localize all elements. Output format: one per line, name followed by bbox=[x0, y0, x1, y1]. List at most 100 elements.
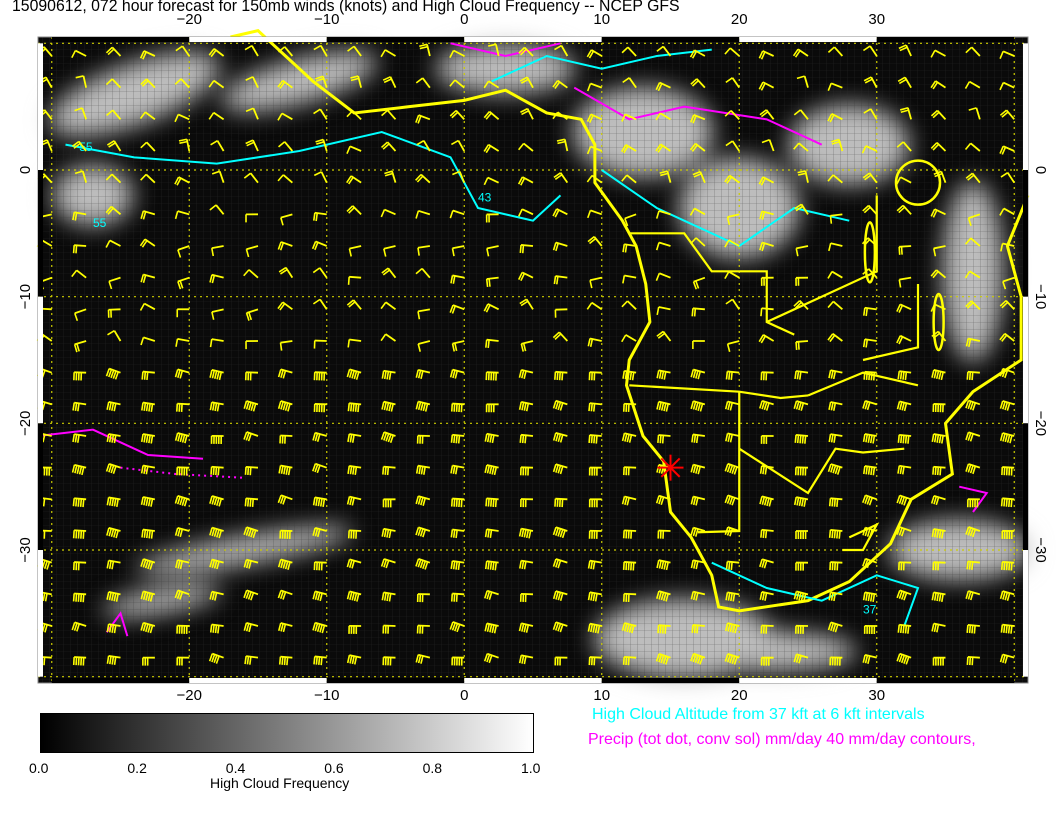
wind-barb bbox=[141, 401, 156, 413]
wind-barb bbox=[965, 300, 981, 310]
wind-barb bbox=[828, 528, 843, 539]
axis-ticks: −20 −20 −10 −10 0 0 10 10 20 20 30 30 0 0 −10 −10 −20 −20… bbox=[17, 11, 1049, 700]
wind-barb bbox=[828, 591, 843, 602]
wind-barb bbox=[999, 332, 1015, 342]
wind-barb bbox=[315, 138, 328, 152]
wind-barb bbox=[827, 333, 843, 343]
wind-barb bbox=[622, 529, 637, 539]
wind-barb bbox=[621, 432, 637, 443]
wind-barb bbox=[621, 300, 637, 310]
wind-barb bbox=[656, 400, 671, 412]
country-border bbox=[629, 384, 809, 400]
wind-barb bbox=[655, 81, 671, 92]
wind-barb bbox=[725, 591, 740, 602]
wind-barb bbox=[657, 434, 671, 444]
wind-barb bbox=[964, 80, 981, 89]
wind-barb bbox=[724, 270, 740, 280]
wind-barb bbox=[175, 45, 190, 57]
wind-barb bbox=[797, 170, 809, 183]
lat-band bbox=[1023, 170, 1028, 297]
wind-barb bbox=[759, 464, 774, 475]
wind-barb bbox=[656, 559, 671, 571]
wind-barb bbox=[519, 244, 534, 254]
wind-barb bbox=[210, 434, 224, 444]
wind-barb bbox=[209, 204, 225, 215]
wind-barb bbox=[140, 590, 156, 602]
wind-barb bbox=[690, 463, 706, 475]
contour-label: 43 bbox=[478, 191, 492, 205]
wind-barb bbox=[966, 560, 980, 570]
wind-barb bbox=[965, 526, 981, 538]
wind-barb bbox=[139, 50, 156, 60]
map-frame bbox=[37, 36, 1029, 684]
wind-barb bbox=[382, 465, 396, 476]
wind-barb bbox=[999, 400, 1015, 411]
wind-barb bbox=[795, 561, 809, 571]
wind-barb bbox=[71, 49, 87, 59]
wind-barb bbox=[140, 558, 156, 570]
wind-barb bbox=[211, 308, 224, 320]
wind-barb bbox=[208, 79, 225, 89]
wind-barb bbox=[933, 170, 947, 183]
wind-barb bbox=[71, 621, 87, 632]
wind-barb bbox=[520, 340, 534, 352]
wind-barb bbox=[519, 433, 534, 444]
wind-barb bbox=[1000, 171, 1016, 184]
wind-barb bbox=[176, 402, 190, 412]
wind-barb bbox=[724, 622, 740, 634]
wind-barb bbox=[347, 338, 362, 348]
wind-barb bbox=[244, 497, 259, 507]
wind-barb bbox=[346, 654, 362, 665]
wind-barb bbox=[554, 44, 569, 57]
wind-barb bbox=[1002, 276, 1015, 290]
lat-tick-label-right: −10 bbox=[1032, 284, 1049, 309]
wind-barb bbox=[174, 527, 190, 538]
wind-barb bbox=[210, 465, 224, 476]
wind-barb bbox=[689, 207, 706, 216]
wind-barb bbox=[209, 495, 224, 507]
wind-barb bbox=[518, 369, 534, 379]
wind-barb bbox=[793, 653, 809, 664]
precip-contour bbox=[573, 86, 823, 146]
wind-barb bbox=[829, 656, 843, 666]
wind-barb bbox=[105, 78, 122, 89]
wind-barb bbox=[415, 77, 431, 89]
wind-barb bbox=[449, 368, 465, 379]
wind-barb bbox=[552, 558, 568, 569]
wind-barb bbox=[106, 433, 121, 444]
wind-barb bbox=[587, 337, 602, 347]
wind-barb bbox=[346, 368, 362, 380]
wind-barb bbox=[795, 245, 809, 257]
wind-barb bbox=[279, 434, 293, 444]
wind-barb bbox=[621, 622, 637, 634]
wind-barb bbox=[312, 462, 328, 474]
wind-barb bbox=[416, 434, 430, 444]
wind-barb bbox=[863, 306, 877, 317]
wind-barb bbox=[759, 399, 774, 411]
wind-barb bbox=[966, 656, 980, 666]
wind-barb bbox=[211, 170, 225, 183]
wind-barb bbox=[483, 110, 500, 121]
wind-barb bbox=[862, 591, 877, 602]
wind-barb bbox=[930, 141, 947, 152]
wind-barb bbox=[725, 77, 740, 89]
wind-barb bbox=[208, 652, 224, 664]
wind-barb bbox=[483, 80, 500, 89]
wind-barb bbox=[177, 276, 190, 290]
wind-barb bbox=[72, 497, 87, 508]
wind-barb bbox=[999, 109, 1015, 120]
cloud-altitude-contour bbox=[65, 130, 562, 222]
wind-barb bbox=[209, 273, 224, 284]
wind-barb bbox=[450, 402, 465, 413]
wind-barb bbox=[313, 108, 328, 120]
wind-barb bbox=[827, 621, 843, 633]
lon-band bbox=[739, 37, 877, 42]
lon-tick-label: −20 bbox=[177, 687, 202, 700]
wind-barb bbox=[552, 79, 568, 89]
wind-barb bbox=[758, 81, 775, 91]
wind-barb bbox=[726, 340, 740, 352]
wind-barb bbox=[312, 211, 327, 222]
wind-barb bbox=[621, 113, 637, 122]
wind-barb bbox=[862, 557, 878, 569]
wind-barb bbox=[485, 497, 499, 508]
